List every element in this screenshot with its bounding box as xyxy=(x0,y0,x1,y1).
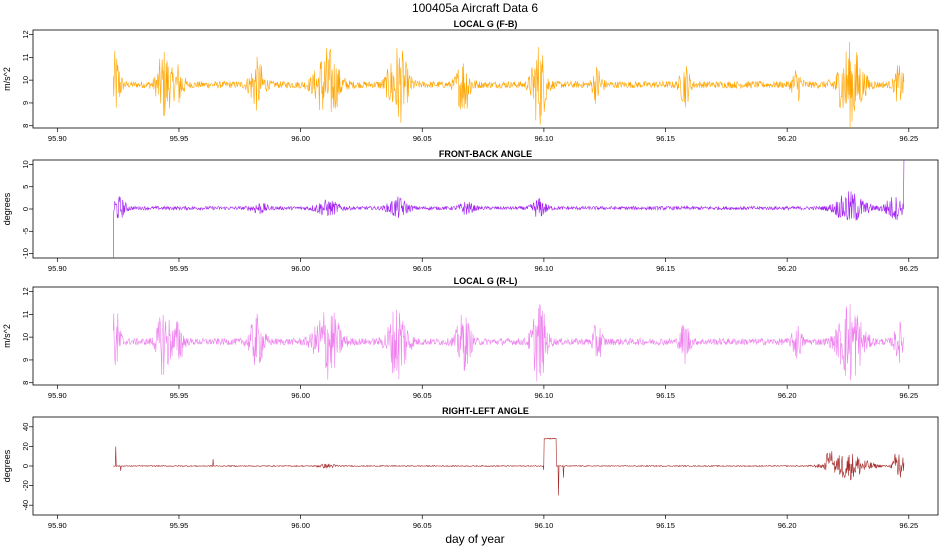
x-tick-label: 96.00 xyxy=(291,521,310,530)
y-axis-label: degrees xyxy=(2,449,12,482)
x-tick-label: 95.95 xyxy=(170,391,189,400)
x-tick-label: 96.20 xyxy=(778,264,797,273)
plot-frame xyxy=(32,286,939,386)
x-tick-label: 96.00 xyxy=(291,391,310,400)
y-tick-label: 5 xyxy=(21,185,30,189)
y-tick-label: 11 xyxy=(21,53,30,61)
x-tick-label: 96.20 xyxy=(778,521,797,530)
y-tick-label: 9 xyxy=(21,101,30,105)
y-tick-label: 8 xyxy=(21,381,30,385)
x-tick-label: 96.20 xyxy=(778,391,797,400)
y-tick-label: -10 xyxy=(21,248,30,259)
y-axis-label: m/s^2 xyxy=(2,324,12,348)
series-line xyxy=(113,437,905,496)
y-tick-label: 10 xyxy=(21,76,30,84)
x-tick-label: 96.05 xyxy=(413,264,432,273)
y-tick-label: 9 xyxy=(21,358,30,362)
x-tick-label: 96.15 xyxy=(656,134,675,143)
figure-title: 100405a Aircraft Data 6 xyxy=(412,1,538,15)
x-tick-label: 95.95 xyxy=(170,264,189,273)
y-tick-label: 20 xyxy=(21,442,30,450)
y-axis-label: m/s^2 xyxy=(2,67,12,91)
panel-2: FRONT-BACK ANGLE degrees 95.90 95.95 96.00 96… xyxy=(2,149,939,273)
x-tick-label: 96.15 xyxy=(656,264,675,273)
y-tick-label: 0 xyxy=(21,464,30,468)
y-tick-label: 12 xyxy=(21,287,30,295)
x-tick-label: 96.25 xyxy=(899,391,918,400)
x-tick-label: 96.25 xyxy=(899,264,918,273)
x-tick-label: 95.95 xyxy=(170,134,189,143)
x-tick-label: 95.90 xyxy=(48,134,67,143)
series-line xyxy=(112,41,905,129)
series-line xyxy=(112,159,905,259)
panel-title: LOCAL G (R-L) xyxy=(454,276,518,286)
y-tick-label: 10 xyxy=(21,160,30,168)
panel-3: LOCAL G (R-L) m/s^2 95.90 95.95 96.00 96.05 96… xyxy=(2,276,939,400)
y-tick-label: -40 xyxy=(21,500,30,511)
y-tick-label: 11 xyxy=(21,310,30,318)
y-tick-label: -5 xyxy=(21,228,30,235)
x-tick-label: 95.90 xyxy=(48,391,67,400)
panel-title: RIGHT-LEFT ANGLE xyxy=(442,406,529,416)
x-tick-label: 96.00 xyxy=(291,264,310,273)
series-line xyxy=(112,303,905,382)
y-tick-label: 10 xyxy=(21,333,30,341)
x-tick-label: 96.10 xyxy=(534,134,553,143)
panel-1: LOCAL G (F-B) m/s^2 95.90 95.95 96.00 96.05 96… xyxy=(2,19,939,143)
x-tick-label: 96.05 xyxy=(413,134,432,143)
y-axis-label: degrees xyxy=(2,192,12,225)
x-tick-label: 96.15 xyxy=(656,391,675,400)
y-tick-label: -20 xyxy=(21,480,30,491)
x-tick-label: 95.90 xyxy=(48,521,67,530)
x-tick-label: 96.10 xyxy=(534,391,553,400)
x-tick-label: 95.90 xyxy=(48,264,67,273)
x-tick-label: 96.10 xyxy=(534,264,553,273)
y-tick-label: 40 xyxy=(21,423,30,431)
plot-frame xyxy=(32,29,939,129)
x-tick-label: 96.05 xyxy=(413,521,432,530)
x-tick-label: 96.00 xyxy=(291,134,310,143)
x-tick-label: 96.05 xyxy=(413,391,432,400)
x-tick-label: 96.15 xyxy=(656,521,675,530)
y-tick-label: 0 xyxy=(21,207,30,211)
y-tick-label: 8 xyxy=(21,124,30,128)
x-axis-label: day of year xyxy=(445,532,504,546)
y-tick-label: 12 xyxy=(21,30,30,38)
x-tick-label: 95.95 xyxy=(170,521,189,530)
x-tick-label: 96.10 xyxy=(534,521,553,530)
chart-panels: LOCAL G (F-B) m/s^2 95.90 95.95 96.00 96.05 96… xyxy=(2,19,939,530)
x-tick-label: 96.20 xyxy=(778,134,797,143)
x-tick-label: 96.25 xyxy=(899,521,918,530)
panel-title: FRONT-BACK ANGLE xyxy=(439,149,532,159)
panel-title: LOCAL G (F-B) xyxy=(454,19,518,29)
x-tick-label: 96.25 xyxy=(899,134,918,143)
panel-4: RIGHT-LEFT ANGLE degrees 95.90 95.95 96.00 96… xyxy=(2,406,939,530)
